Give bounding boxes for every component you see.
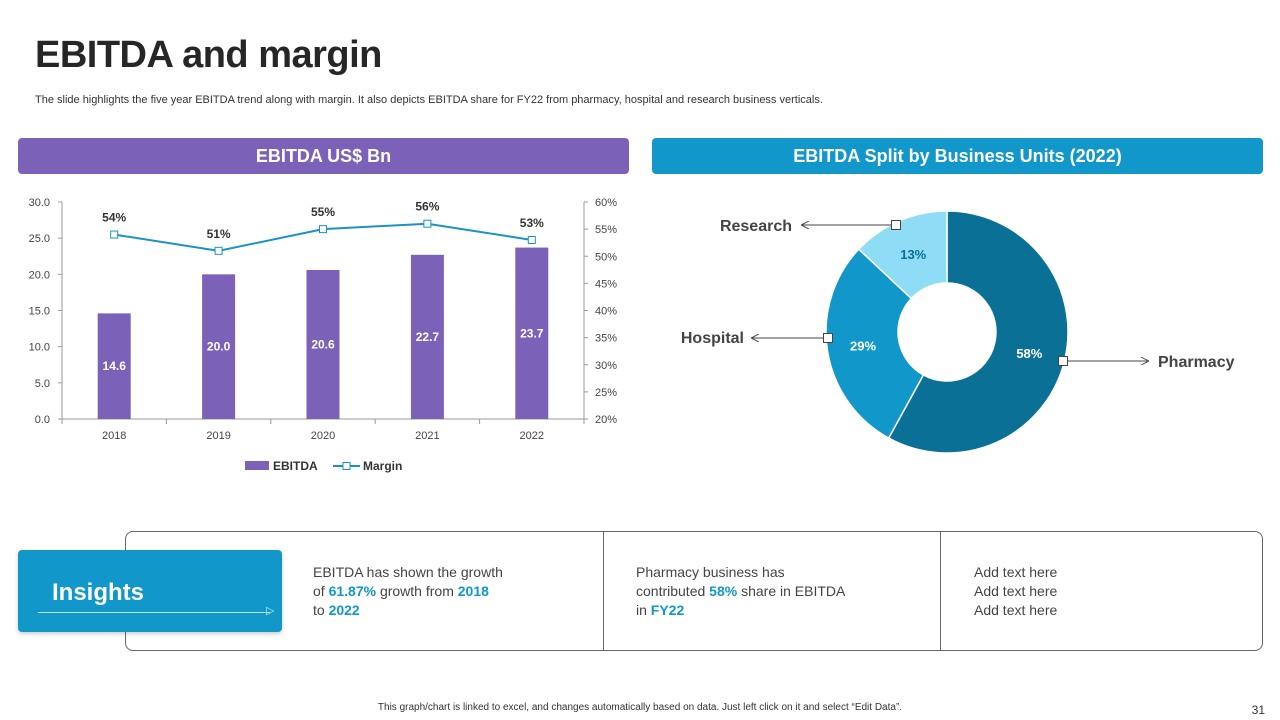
insights-underline — [38, 612, 270, 613]
callout-anchor — [1058, 356, 1068, 366]
callout-anchor — [891, 220, 901, 230]
insight-text: EBITDA has shown the growth — [313, 564, 503, 580]
y-tick-label: 10.0 — [29, 342, 50, 354]
margin-point — [319, 225, 327, 234]
insight-highlight: 61.87% — [328, 583, 377, 599]
doughnut-slice — [857, 210, 948, 300]
y-tick-label: 25.0 — [29, 233, 50, 245]
split-chart-banner: EBITDA Split by Business Units (2022) — [652, 138, 1263, 174]
bar-value-label: 14.6 — [103, 359, 127, 373]
ebitda-split-doughnut-chart: 58% 29% 13% Pharmacy Hospital Research — [681, 210, 1235, 454]
y2-tick-label: 30% — [595, 360, 617, 372]
ebitda-chart-banner: EBITDA US$ Bn — [18, 138, 629, 174]
insight-text: growth from — [376, 583, 458, 599]
x-tick-label: 2021 — [415, 430, 439, 442]
y-tick-label: 0.0 — [35, 414, 50, 426]
y2-tick-label: 45% — [595, 278, 617, 290]
slice-category-label: Hospital — [681, 330, 744, 347]
insight-placeholder: Add text here Add text here Add text her… — [974, 563, 1057, 620]
y-tick-label: 15.0 — [29, 306, 50, 318]
insight-growth: EBITDA has shown the growth of 61.87% gr… — [313, 563, 503, 620]
x-tick-label: 2022 — [520, 430, 544, 442]
x-tick-label: 2019 — [206, 430, 230, 442]
ebitda-bar — [306, 269, 340, 419]
ebitda-bar — [202, 274, 236, 419]
y2-tick-label: 50% — [595, 251, 617, 263]
doughnut-slice — [825, 248, 925, 440]
margin-value-label: 55% — [311, 205, 335, 219]
insights-divider — [940, 531, 941, 651]
footer-note: This graph/chart is linked to excel, and… — [377, 702, 903, 713]
ebitda-bar — [515, 247, 549, 419]
slice-category-label: Research — [720, 218, 792, 235]
y2-tick-label: 60% — [595, 197, 617, 209]
insights-label: Insights — [52, 579, 145, 606]
bar-value-label: 20.0 — [207, 340, 231, 354]
placeholder-text: Add text here — [974, 583, 1058, 599]
bar-value-label: 23.7 — [520, 326, 544, 340]
legend-margin-label: Margin — [363, 459, 402, 473]
margin-point — [527, 235, 536, 244]
insight-text: Pharmacy business has — [636, 564, 785, 580]
insight-text: to — [313, 602, 329, 618]
margin-value-label: 56% — [415, 200, 439, 214]
bar-value-label: 22.7 — [416, 330, 440, 344]
margin-point — [110, 230, 119, 239]
ebitda-combo-chart: 0.0 5.0 10.0 15.0 20.0 25.0 30.0 20% 25% 30% 35% 40… — [29, 197, 618, 473]
slice-category-label: Pharmacy — [1158, 354, 1235, 371]
insight-text: of — [313, 583, 329, 599]
margin-value-label: 51% — [207, 227, 231, 241]
placeholder-text: Add text here — [974, 602, 1058, 618]
arrow-right-icon: ▷ — [266, 605, 275, 617]
bar-value-label: 20.6 — [311, 337, 335, 351]
legend-margin-marker — [342, 462, 351, 470]
y2-tick-label: 55% — [595, 224, 617, 236]
slice-value-label: 58% — [1016, 346, 1042, 361]
insight-text: contributed — [636, 583, 710, 599]
insight-text: share in EBITDA — [737, 583, 846, 599]
slide-title: EBITDA and margin — [35, 34, 382, 76]
margin-value-label: 53% — [520, 216, 544, 230]
y2-tick-label: 40% — [595, 306, 617, 318]
doughnut-slice — [887, 210, 1069, 454]
insight-highlight: 2022 — [328, 602, 360, 618]
y-tick-label: 5.0 — [35, 378, 50, 390]
ebitda-bar — [410, 254, 444, 419]
page-number: 31 — [1251, 703, 1265, 717]
insight-highlight: 2018 — [457, 583, 489, 599]
insights-divider — [603, 531, 604, 651]
insight-highlight: 58% — [709, 583, 738, 599]
margin-point — [214, 246, 223, 255]
x-tick-label: 2018 — [102, 430, 126, 442]
y2-tick-label: 25% — [595, 387, 617, 399]
legend-ebitda-swatch — [245, 461, 269, 470]
x-tick-label: 2020 — [311, 430, 335, 442]
placeholder-text: Add text here — [974, 564, 1058, 580]
y-tick-label: 30.0 — [29, 197, 50, 209]
insights-tag: Insights ▷ — [18, 550, 282, 632]
slide-subtitle: The slide highlights the five year EBITD… — [35, 94, 823, 106]
ebitda-bar — [97, 313, 131, 419]
insight-highlight: FY22 — [650, 602, 685, 618]
margin-point — [423, 219, 432, 228]
y-tick-label: 20.0 — [29, 269, 50, 281]
slice-value-label: 29% — [850, 338, 876, 353]
callout-anchor — [823, 333, 833, 343]
y2-tick-label: 20% — [595, 414, 617, 426]
insight-text: in — [636, 602, 651, 618]
slice-value-label: 13% — [900, 247, 926, 262]
y2-tick-label: 35% — [595, 333, 617, 345]
margin-value-label: 54% — [102, 211, 126, 225]
legend-ebitda-label: EBITDA — [273, 459, 318, 473]
insight-pharmacy-share: Pharmacy business has contributed 58% sh… — [636, 563, 845, 620]
